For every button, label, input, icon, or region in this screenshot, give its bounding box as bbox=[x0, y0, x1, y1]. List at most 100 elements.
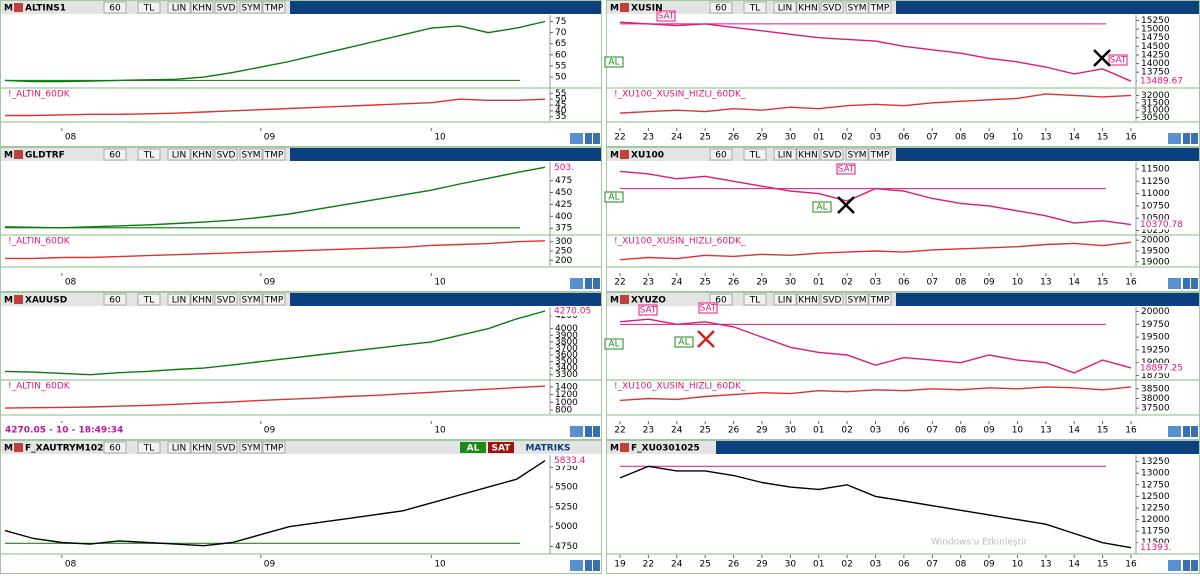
toolbar-button[interactable]: SVD bbox=[217, 4, 236, 14]
scroll-button[interactable] bbox=[1191, 278, 1198, 289]
toolbar-button[interactable]: TMP bbox=[264, 296, 284, 306]
toolbar-button[interactable]: 60 bbox=[109, 296, 121, 306]
toolbar-button[interactable]: TMP bbox=[264, 151, 284, 161]
symbol[interactable]: ALTINS1 bbox=[25, 4, 66, 14]
menu-button[interactable]: M bbox=[4, 296, 13, 306]
symbol[interactable]: XU100 bbox=[631, 151, 664, 161]
order-button[interactable]: SAT bbox=[492, 444, 512, 454]
scroll-button[interactable] bbox=[570, 278, 583, 289]
menu-button[interactable]: M bbox=[610, 151, 619, 161]
toolbar-button[interactable]: SYM bbox=[848, 151, 867, 161]
toolbar-button[interactable]: TMP bbox=[264, 444, 284, 454]
toolbar-button[interactable]: TMP bbox=[870, 4, 890, 14]
toolbar-button[interactable]: 60 bbox=[109, 151, 121, 161]
signal: SAT bbox=[658, 12, 675, 22]
toolbar-button[interactable]: KHN bbox=[192, 296, 211, 306]
toolbar-button[interactable]: 60 bbox=[715, 296, 727, 306]
scroll-button[interactable] bbox=[1168, 133, 1181, 144]
toolbar-button[interactable]: SYM bbox=[242, 151, 261, 161]
toolbar-button[interactable]: TL bbox=[143, 4, 155, 14]
y-tick-label: 55 bbox=[555, 89, 566, 99]
scroll-button[interactable] bbox=[1168, 278, 1181, 289]
toolbar-button[interactable]: SYM bbox=[848, 296, 867, 306]
symbol[interactable]: XYUZO bbox=[631, 296, 666, 306]
scroll-button[interactable] bbox=[1191, 560, 1198, 571]
order-button[interactable]: AL bbox=[467, 444, 480, 454]
toolbar-button[interactable]: KHN bbox=[798, 151, 817, 161]
menu-button[interactable]: M bbox=[4, 4, 13, 14]
toolbar-button[interactable]: KHN bbox=[798, 296, 817, 306]
scroll-button[interactable] bbox=[585, 560, 592, 571]
scroll-button[interactable] bbox=[593, 133, 600, 144]
toolbar-button[interactable]: TL bbox=[749, 4, 761, 14]
menu-button[interactable]: M bbox=[4, 444, 13, 454]
symbol[interactable]: XAUUSD bbox=[25, 296, 67, 306]
toolbar-button[interactable]: KHN bbox=[192, 151, 211, 161]
symbol[interactable]: GLDTRF bbox=[25, 151, 65, 161]
toolbar-button[interactable]: SVD bbox=[823, 296, 842, 306]
scroll-button[interactable] bbox=[1191, 133, 1198, 144]
y-tick-label: 14500 bbox=[1141, 42, 1170, 52]
menu-button[interactable]: M bbox=[610, 4, 619, 14]
toolbar-fill bbox=[896, 148, 1199, 161]
scroll-button[interactable] bbox=[585, 133, 592, 144]
scroll-button[interactable] bbox=[593, 560, 600, 571]
symbol[interactable]: F_XAUTRYM1025 bbox=[25, 444, 110, 454]
menu-button[interactable]: M bbox=[4, 151, 13, 161]
scroll-button[interactable] bbox=[585, 426, 592, 437]
scroll-button[interactable] bbox=[1183, 133, 1190, 144]
toolbar-button[interactable]: LIN bbox=[778, 151, 792, 161]
scroll-button[interactable] bbox=[570, 560, 583, 571]
scroll-button[interactable] bbox=[1183, 560, 1190, 571]
toolbar-button[interactable]: LIN bbox=[172, 444, 186, 454]
toolbar-button[interactable]: SVD bbox=[217, 444, 236, 454]
symbol[interactable]: F_XU0301025 bbox=[631, 444, 700, 454]
scroll-button[interactable] bbox=[585, 278, 592, 289]
scroll-button[interactable] bbox=[1183, 278, 1190, 289]
toolbar-button[interactable]: 60 bbox=[109, 444, 121, 454]
scroll-button[interactable] bbox=[593, 426, 600, 437]
toolbar-button[interactable]: TMP bbox=[870, 151, 890, 161]
toolbar-button[interactable]: TMP bbox=[264, 4, 284, 14]
toolbar-button[interactable]: TL bbox=[749, 296, 761, 306]
toolbar-button[interactable]: TL bbox=[143, 444, 155, 454]
toolbar-button[interactable]: SYM bbox=[848, 4, 867, 14]
toolbar-button[interactable]: LIN bbox=[778, 296, 792, 306]
panel-frame bbox=[0, 292, 602, 440]
toolbar-button[interactable]: LIN bbox=[172, 151, 186, 161]
scroll-button[interactable] bbox=[1191, 426, 1198, 437]
toolbar-button[interactable]: SVD bbox=[823, 151, 842, 161]
toolbar-button[interactable]: TL bbox=[749, 151, 761, 161]
signal-box bbox=[604, 56, 624, 68]
toolbar-button[interactable]: KHN bbox=[192, 444, 211, 454]
toolbar-button[interactable]: LIN bbox=[172, 4, 186, 14]
scroll-button[interactable] bbox=[1168, 560, 1181, 571]
toolbar-button[interactable]: LIN bbox=[778, 4, 792, 14]
toolbar-button[interactable]: KHN bbox=[192, 4, 211, 14]
symbol[interactable]: XUSIN bbox=[631, 4, 663, 14]
toolbar-button[interactable]: TL bbox=[143, 151, 155, 161]
order-button[interactable]: MATRIKS bbox=[525, 444, 570, 454]
toolbar-button[interactable]: SVD bbox=[217, 296, 236, 306]
scroll-button[interactable] bbox=[593, 278, 600, 289]
scroll-button[interactable] bbox=[570, 133, 583, 144]
toolbar-button[interactable]: KHN bbox=[798, 4, 817, 14]
toolbar-button[interactable]: SYM bbox=[242, 296, 261, 306]
toolbar-button[interactable]: 60 bbox=[715, 151, 727, 161]
toolbar-button[interactable]: 60 bbox=[715, 4, 727, 14]
toolbar-button[interactable]: 60 bbox=[109, 4, 121, 14]
scroll-button[interactable] bbox=[1168, 426, 1181, 437]
toolbar-button[interactable]: SVD bbox=[217, 151, 236, 161]
toolbar-button[interactable]: LIN bbox=[172, 296, 186, 306]
toolbar-button[interactable]: SVD bbox=[823, 4, 842, 14]
menu-button[interactable]: M bbox=[610, 444, 619, 454]
scroll-button[interactable] bbox=[1183, 426, 1190, 437]
toolbar-button[interactable]: TL bbox=[143, 296, 155, 306]
toolbar-button[interactable]: TMP bbox=[870, 296, 890, 306]
scroll-button[interactable] bbox=[570, 426, 583, 437]
toolbar-button[interactable]: SYM bbox=[242, 444, 261, 454]
menu-button[interactable]: M bbox=[610, 296, 619, 306]
toolbar-button[interactable]: SYM bbox=[242, 4, 261, 14]
